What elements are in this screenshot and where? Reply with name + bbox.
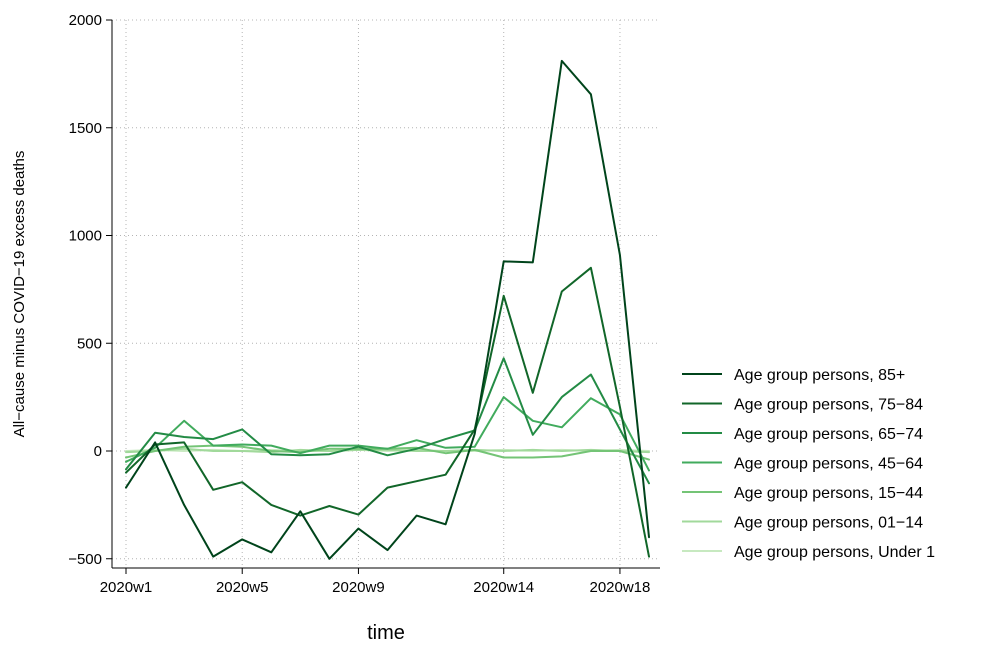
legend-label: Age group persons, 15−44 [734, 485, 923, 502]
series-line [125, 447, 650, 454]
legend-label: Age group persons, 45−64 [734, 456, 923, 473]
x-tick-label: 2020w14 [473, 579, 534, 596]
x-tick-label: 2020w18 [589, 579, 650, 596]
legend-label: Age group persons, 75−84 [734, 397, 923, 414]
y-tick-label: −500 [68, 551, 102, 568]
y-ticks: −500 0 500 1000 1500 2000 [68, 12, 112, 568]
series-line [125, 59, 650, 560]
legend-label: Age group persons, 01−14 [734, 515, 923, 532]
x-ticks: 2020w1 2020w5 2020w9 2020w14 2020w18 [100, 568, 650, 596]
legend-label: Age group persons, 85+ [734, 367, 905, 384]
legend-label: Age group persons, Under 1 [734, 544, 935, 561]
x-tick-label: 2020w1 [100, 579, 153, 596]
series-line [125, 448, 650, 452]
series-lines [125, 59, 650, 560]
series-line [125, 396, 650, 472]
series-line [125, 357, 650, 485]
x-tick-label: 2020w9 [332, 579, 385, 596]
y-tick-label: 1000 [69, 228, 102, 245]
x-axis-label: time [367, 622, 405, 644]
series-line [125, 266, 650, 558]
legend-label: Age group persons, 65−74 [734, 426, 923, 443]
y-tick-label: 500 [77, 335, 102, 352]
x-tick-label: 2020w5 [216, 579, 269, 596]
y-axis-label: All−cause minus COVID−19 excess deaths [11, 151, 28, 438]
axes [111, 20, 660, 569]
series-line [125, 444, 650, 461]
grid [112, 19, 660, 568]
legend: Age group persons, 85+ Age group persons,… [682, 367, 935, 561]
y-tick-label: 2000 [69, 12, 102, 29]
y-tick-label: 0 [94, 443, 102, 460]
y-tick-label: 1500 [69, 120, 102, 137]
